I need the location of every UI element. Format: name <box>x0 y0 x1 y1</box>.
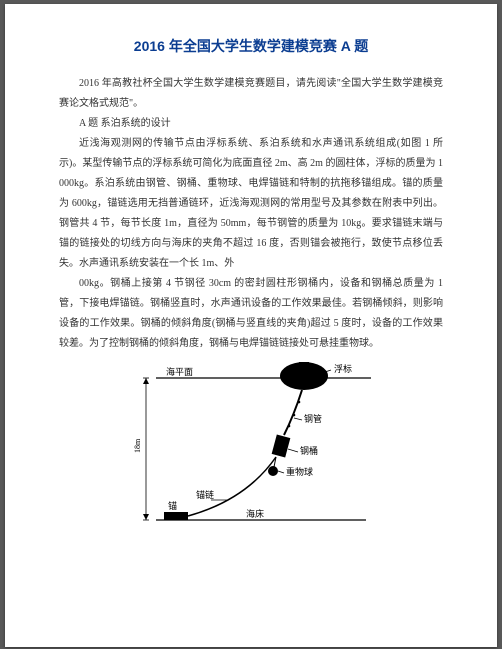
label-seabed: 海床 <box>246 508 264 519</box>
mooring-diagram-svg: 海平面 浮标 18m 钢管 钢桶 重物球 <box>116 360 386 530</box>
figure-mooring-system: 海平面 浮标 18m 钢管 钢桶 重物球 <box>59 360 443 530</box>
label-sea-level: 海平面 <box>166 366 193 377</box>
label-chain: 锚链 <box>196 489 214 500</box>
paragraph-intro: 2016 年高教社杯全国大学生数学建模竞赛题目，请先阅读"全国大学生数学建模竞赛… <box>59 74 443 114</box>
label-pipe: 钢管 <box>304 413 322 424</box>
label-buoy: 浮标 <box>334 363 352 374</box>
paragraph-body-2: 00kg。钢桶上接第 4 节钢径 30cm 的密封圆柱形钢桶内，设备和钢桶总质量… <box>59 274 443 354</box>
paragraph-body-1: 近浅海观测网的传输节点由浮标系统、系泊系统和水声通讯系统组成(如图 1 所示)。… <box>59 134 443 274</box>
label-ball: 重物球 <box>286 466 313 477</box>
document-page: 2016 年全国大学生数学建模竞赛 A 题 2016 年高教社杯全国大学生数学建… <box>5 4 497 647</box>
label-barrel: 钢桶 <box>300 445 318 456</box>
document-title: 2016 年全国大学生数学建模竞赛 A 题 <box>59 36 443 56</box>
label-anchor: 锚 <box>168 500 177 511</box>
label-depth: 18m <box>133 438 142 453</box>
paragraph-section: A 题 系泊系统的设计 <box>59 114 443 134</box>
